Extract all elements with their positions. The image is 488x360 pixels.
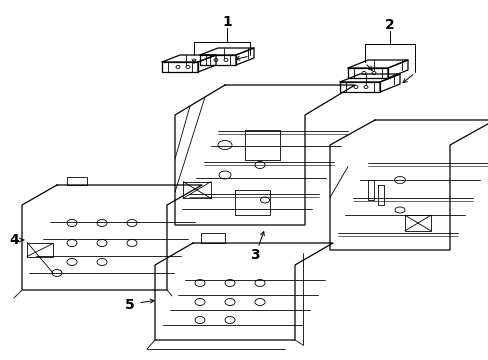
Text: 1: 1 (222, 15, 231, 29)
Text: 2: 2 (385, 18, 394, 32)
Text: 5: 5 (125, 298, 135, 312)
Text: 3: 3 (250, 248, 259, 262)
Text: 4: 4 (9, 233, 19, 247)
